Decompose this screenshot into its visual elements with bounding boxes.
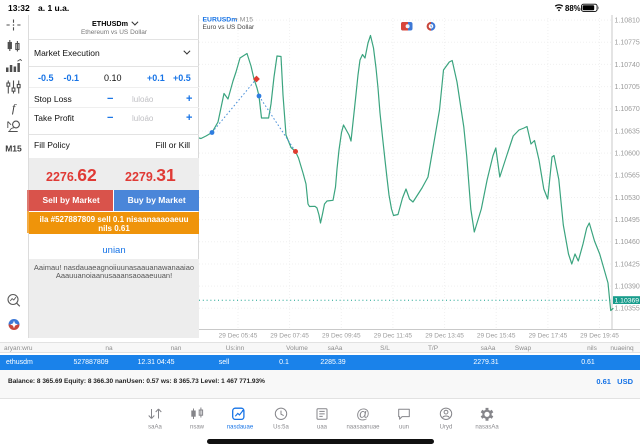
svg-text:Euro vs US Dollar: Euro vs US Dollar bbox=[203, 24, 255, 31]
svg-text:uaa: uaa bbox=[317, 425, 328, 431]
svg-text:f: f bbox=[12, 101, 17, 115]
svg-text:nasasAa: nasasAa bbox=[475, 425, 499, 431]
svg-text:1.10530: 1.10530 bbox=[615, 195, 640, 202]
svg-text:nasdauae: nasdauae bbox=[227, 425, 254, 431]
svg-text:nsaw: nsaw bbox=[190, 425, 205, 431]
svg-text:1.10810: 1.10810 bbox=[615, 18, 640, 25]
svg-text:1.10635: 1.10635 bbox=[615, 128, 640, 135]
svg-text:88%: 88% bbox=[565, 4, 581, 13]
svg-text:1.10740: 1.10740 bbox=[615, 62, 640, 69]
svg-text:uun: uun bbox=[399, 425, 409, 431]
svg-text:1.10495: 1.10495 bbox=[615, 217, 640, 224]
svg-text:29 Dec 07:45: 29 Dec 07:45 bbox=[270, 333, 309, 340]
svg-text:EURUSDm: EURUSDm bbox=[203, 17, 238, 24]
svg-text:29 Dec 13:45: 29 Dec 13:45 bbox=[425, 333, 464, 340]
svg-text:1.10565: 1.10565 bbox=[615, 173, 640, 180]
svg-text:1.10600: 1.10600 bbox=[615, 151, 640, 158]
svg-text:29 Dec 09:45: 29 Dec 09:45 bbox=[322, 333, 361, 340]
svg-text:Uryd: Uryd bbox=[440, 425, 453, 431]
svg-text:M15: M15 bbox=[240, 17, 253, 24]
svg-text:•: • bbox=[235, 17, 238, 24]
svg-text:1.10390: 1.10390 bbox=[615, 284, 640, 291]
svg-text:@: @ bbox=[356, 406, 370, 421]
svg-text:1.10355: 1.10355 bbox=[615, 306, 640, 313]
svg-text:29 Dec 19:45: 29 Dec 19:45 bbox=[580, 333, 619, 340]
svg-text:1.10705: 1.10705 bbox=[615, 84, 640, 91]
svg-text:29 Dec 05:45: 29 Dec 05:45 bbox=[219, 333, 258, 340]
svg-text:Us:5a: Us:5a bbox=[273, 425, 289, 431]
svg-text:1.10670: 1.10670 bbox=[615, 106, 640, 113]
svg-text:naasaanuae: naasaanuae bbox=[346, 425, 380, 431]
svg-text:29 Dec 11:45: 29 Dec 11:45 bbox=[374, 333, 413, 340]
svg-text:1.10425: 1.10425 bbox=[615, 261, 640, 268]
svg-text:1.10775: 1.10775 bbox=[615, 40, 640, 47]
svg-text:29 Dec 17:45: 29 Dec 17:45 bbox=[529, 333, 568, 340]
svg-text:saAa: saAa bbox=[148, 425, 162, 431]
svg-text:1.10460: 1.10460 bbox=[615, 239, 640, 246]
svg-text:1.10369: 1.10369 bbox=[615, 298, 640, 305]
svg-text:M15: M15 bbox=[5, 144, 22, 154]
svg-text:29 Dec 15:45: 29 Dec 15:45 bbox=[477, 333, 516, 340]
